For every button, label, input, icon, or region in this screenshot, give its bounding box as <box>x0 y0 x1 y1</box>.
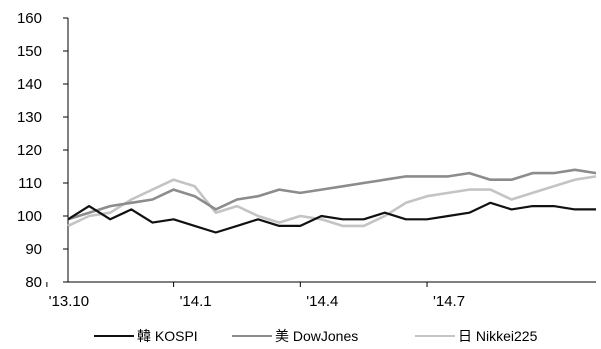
y-tick-label: 130 <box>17 109 42 126</box>
legend-swatch-nikkei <box>415 335 455 337</box>
y-tick-label: 140 <box>17 76 42 93</box>
legend-item-kospi: 韓 KOSPI <box>94 326 198 346</box>
y-tick-label: 110 <box>18 175 42 192</box>
series-line-nikkei <box>67 175 597 228</box>
x-tick-label: '13.10 <box>49 293 89 310</box>
y-tick-label: 160 <box>17 10 42 27</box>
x-tick-label: '14.4 <box>306 293 338 310</box>
x-axis: '13.10 '14.1 '14.4 '14.7 <box>46 281 596 310</box>
x-tick-label: '14.7 <box>433 293 465 310</box>
y-tick-label: 90 <box>25 241 42 258</box>
legend-label-kospi: 韓 KOSPI <box>137 328 198 344</box>
y-tick-label: 120 <box>17 142 42 159</box>
series-line-dowjones <box>67 168 597 221</box>
x-tick-label: '14.1 <box>180 293 212 310</box>
y-tick-label: 100 <box>17 208 42 225</box>
y-tick-label: 80 <box>25 274 42 291</box>
series-layer <box>67 168 597 234</box>
legend-label-nikkei: 日 Nikkei225 <box>458 328 538 344</box>
y-axis: 80 90 100 110 120 130 140 150 160 <box>17 10 69 291</box>
y-tick-label: 150 <box>17 43 42 60</box>
line-chart: 80 90 100 110 120 130 140 150 160 '13.10 '14.1 '14… <box>17 10 597 310</box>
legend-label-dowjones: 美 DowJones <box>275 328 359 344</box>
legend-item-dowjones: 美 DowJones <box>232 326 358 346</box>
legend-swatch-dowjones <box>232 335 272 337</box>
legend-swatch-kospi <box>94 335 134 337</box>
legend-item-nikkei: 日 Nikkei225 <box>415 326 537 346</box>
legend: 韓 KOSPI 美 DowJones 日 Nikkei225 <box>0 326 601 346</box>
series-line-kospi <box>67 201 596 234</box>
